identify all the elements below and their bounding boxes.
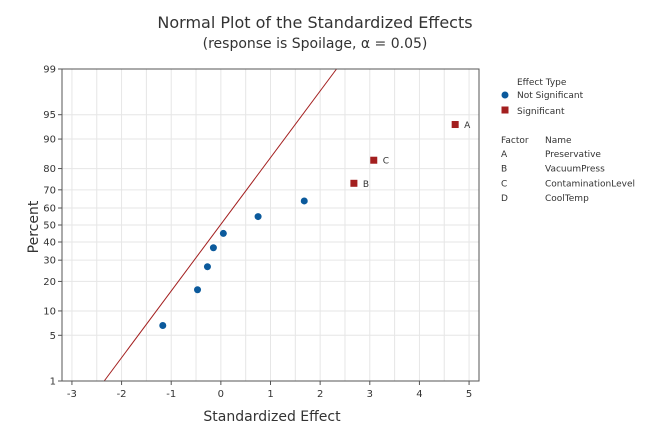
- legend-marker-not-significant: [501, 91, 509, 99]
- chart-subtitle: (response is Spoilage, α = 0.05): [203, 36, 428, 52]
- factor-name: Preservative: [545, 150, 601, 160]
- point-label-c: C: [383, 157, 389, 167]
- factor-name: ContaminationLevel: [545, 179, 635, 189]
- data-points: B C A: [159, 121, 471, 329]
- factor-header: Factor: [501, 136, 529, 146]
- y-tick-label: 90: [43, 135, 56, 146]
- legend-label-not-significant: Not Significant: [517, 91, 584, 101]
- factor-table: A Preservative B VacuumPress C ContaminationL…: [501, 150, 635, 204]
- x-tick-label: 2: [317, 389, 323, 400]
- x-tick-labels: -3 -2 -1 0 1 2 3 4 5: [67, 381, 472, 400]
- point-not-significant: [209, 244, 217, 252]
- point-not-significant: [203, 263, 211, 271]
- x-tick-label: -1: [166, 389, 176, 400]
- y-tick-label: 20: [43, 277, 56, 288]
- y-tick-label: 80: [43, 164, 56, 175]
- point-not-significant: [194, 286, 202, 294]
- x-tick-label: 5: [466, 389, 472, 400]
- y-tick-label: 10: [43, 306, 56, 317]
- legend: Effect Type Not Significant Significant …: [501, 78, 635, 204]
- point-significant: [451, 121, 459, 129]
- y-axis-title: Percent: [26, 200, 42, 253]
- factor-code: D: [501, 194, 508, 204]
- y-tick-labels: 1 5 10 20 30 40 50 60 70 80 90 95 99: [43, 65, 62, 388]
- point-significant: [350, 179, 358, 187]
- y-tick-label: 40: [43, 237, 56, 248]
- x-tick-label: 0: [218, 389, 224, 400]
- x-tick-label: -2: [117, 389, 127, 400]
- point-not-significant: [219, 229, 227, 237]
- chart-title: Normal Plot of the Standardized Effects: [157, 13, 472, 32]
- fit-line-group: [103, 68, 337, 382]
- factor-code: A: [501, 150, 508, 160]
- legend-title: Effect Type: [517, 78, 567, 88]
- factor-code: C: [501, 179, 507, 189]
- factor-code: B: [501, 165, 507, 175]
- legend-label-significant: Significant: [517, 107, 565, 117]
- point-not-significant: [254, 213, 262, 221]
- y-tick-label: 70: [43, 185, 56, 196]
- y-tick-label: 99: [43, 65, 56, 76]
- y-tick-label: 60: [43, 204, 56, 215]
- x-tick-label: 3: [367, 389, 373, 400]
- point-not-significant: [159, 321, 167, 329]
- y-tick-label: 30: [43, 256, 56, 267]
- y-tick-label: 95: [43, 110, 56, 121]
- fit-line: [103, 68, 337, 382]
- point-label-a: A: [464, 121, 471, 131]
- factor-name: CoolTemp: [545, 194, 589, 204]
- legend-marker-significant: [501, 106, 509, 114]
- point-not-significant: [300, 197, 308, 205]
- y-tick-label: 50: [43, 221, 56, 232]
- x-axis-title: Standardized Effect: [203, 409, 341, 425]
- grid-lines: [62, 68, 479, 382]
- x-tick-label: 1: [267, 389, 273, 400]
- x-tick-label: 4: [416, 389, 422, 400]
- y-tick-label: 1: [50, 377, 56, 388]
- name-header: Name: [545, 136, 572, 146]
- x-tick-label: -3: [67, 389, 77, 400]
- point-label-b: B: [363, 180, 369, 190]
- factor-name: VacuumPress: [545, 165, 605, 175]
- point-significant: [370, 156, 378, 164]
- y-tick-label: 5: [50, 331, 56, 342]
